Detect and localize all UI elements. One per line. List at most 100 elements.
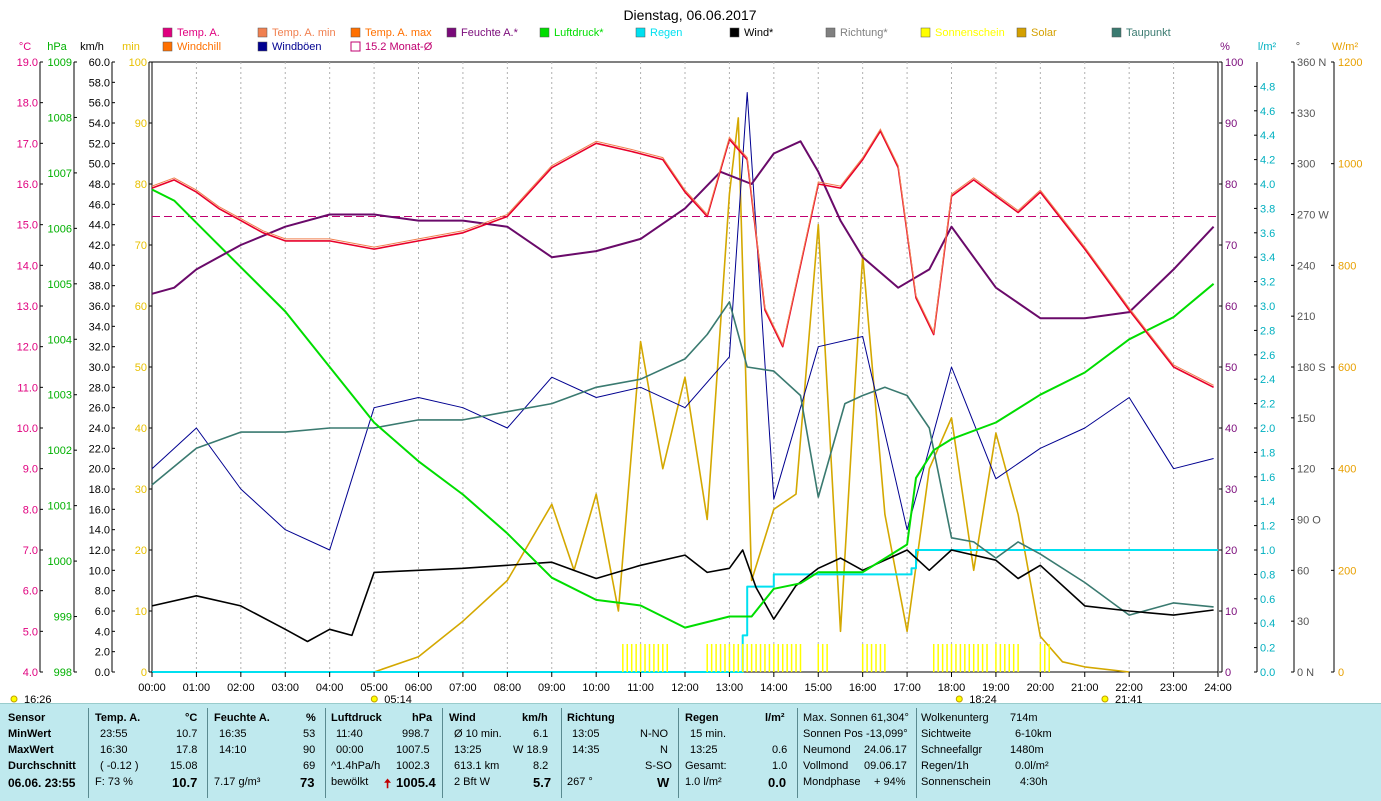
legend-swatch [257, 27, 268, 38]
legend-item: Temp. A. max [350, 27, 432, 39]
tick-label-humidity_pct: 30 [1225, 484, 1237, 496]
tick-label-rain_lm2: 1.8 [1260, 447, 1275, 459]
tick-label-humidity_pct: 10 [1225, 606, 1237, 618]
series-solar [152, 117, 1130, 673]
tick-label-wind_kmh: 58.0 [89, 77, 110, 89]
tick-label-wind_kmh: 34.0 [89, 321, 110, 333]
tick-label-direction_deg: 240 [1297, 260, 1315, 272]
chart-title: Dienstag, 06.06.2017 [623, 7, 756, 23]
legend-label: Sonnenschein [935, 27, 1005, 39]
time-marker-label: 16:26 [24, 694, 52, 703]
luftdruck-now-value: 1005.4 [396, 775, 436, 790]
weather-condition: bewölkt [331, 776, 369, 788]
regen-15min-label: 15 min. [690, 728, 727, 740]
legend-item: Taupunkt [1111, 27, 1171, 39]
feuchte-unit: % [306, 712, 316, 724]
tick-label-temp_c: 10.0 [17, 423, 38, 435]
legend-label: Feuchte A.* [461, 27, 519, 39]
legend-label: Windböen [272, 41, 322, 53]
temp-now-value: 10.7 [172, 775, 198, 790]
tick-label-humidity_pct: 20 [1225, 545, 1237, 557]
legend-label: Luftdruck* [554, 27, 604, 39]
x-tick-label: 17:00 [893, 682, 921, 694]
tick-label-temp_c: 14.0 [17, 260, 38, 272]
regen-max-value: 0.6 [772, 744, 788, 756]
tick-label-wind_kmh: 48.0 [89, 179, 110, 191]
legend-swatch [729, 27, 740, 38]
axis-title-wind_kmh: km/h [80, 41, 104, 53]
sun-position: Sonnen Pos -13,099° [803, 728, 908, 740]
luftdruck-trend: ^1.4hPa/h [331, 760, 381, 772]
visibility-value: 6-10km [1015, 728, 1052, 740]
new-moon-date: 24.06.17 [864, 744, 907, 756]
axis-title-direction_deg: ° [1296, 41, 1300, 53]
tick-label-pressure_hpa: 1001 [48, 501, 72, 513]
tick-label-rain_lm2: 4.4 [1260, 130, 1275, 142]
tick-label-pressure_hpa: 998 [54, 667, 72, 679]
time-marker-label: 21:41 [1115, 694, 1143, 703]
temp-avg-value: 15.08 [170, 760, 198, 772]
legend-swatch [825, 27, 836, 38]
richtung-degrees: 267 ° [567, 776, 593, 788]
legend-swatch [1111, 27, 1122, 38]
x-tick-label: 21:00 [1071, 682, 1099, 694]
full-moon-label: Vollmond [803, 760, 849, 772]
x-tick-label: 08:00 [494, 682, 522, 694]
tick-label-temp_c: 16.0 [17, 179, 38, 191]
tick-label-rain_lm2: 0.6 [1260, 594, 1275, 606]
tick-label-min: 100 [129, 57, 147, 69]
regen-total-label: Gesamt: [685, 760, 727, 772]
wind-max-value: W 18.9 [513, 744, 548, 756]
legend-item: Richtung* [825, 27, 888, 39]
temp-max-value: 17.8 [176, 744, 198, 756]
legend-item: Feuchte A.* [446, 27, 519, 39]
time-marker-label: 18:24 [969, 694, 997, 703]
tick-label-wind_kmh: 32.0 [89, 342, 110, 354]
wind-max-time: 13:25 [454, 744, 482, 756]
x-tick-label: 19:00 [982, 682, 1010, 694]
tick-label-wind_kmh: 50.0 [89, 159, 110, 171]
stats-panel: Sensor MinWert MaxWert Durchschnitt 06.0… [0, 703, 1381, 801]
legend-item: Regen [635, 27, 682, 39]
rain-per-hour-value: 0.0l/m² [1015, 760, 1049, 772]
row-min-label: MinWert [8, 728, 52, 740]
legend-label: Windchill [177, 41, 221, 53]
x-tick-label: 15:00 [804, 682, 832, 694]
tick-label-direction_deg: 60 [1297, 565, 1309, 577]
axis-title-min: min [122, 41, 140, 53]
tick-label-rain_lm2: 2.8 [1260, 325, 1275, 337]
tick-label-wind_kmh: 6.0 [95, 606, 110, 618]
wind-beaufort: 2 Bft W [454, 776, 491, 788]
richtung-header: Richtung [567, 712, 615, 724]
tick-label-rain_lm2: 0.8 [1260, 569, 1275, 581]
tick-label-solar_wm2: 1000 [1338, 159, 1362, 171]
series-luftdruck- [151, 188, 1215, 629]
tick-label-direction_deg: 90 O [1297, 515, 1321, 527]
axis-title-temp_c: °C [19, 41, 31, 53]
wind-distance: 613.1 km [454, 760, 500, 772]
feuchte-now-value: 73 [300, 775, 315, 790]
row-now-label: 06.06. 23:55 [8, 776, 76, 790]
legend-swatch [350, 41, 361, 52]
tick-label-rain_lm2: 0.4 [1260, 618, 1275, 630]
series-taupunkt [151, 301, 1214, 616]
tick-label-rain_lm2: 1.6 [1260, 472, 1275, 484]
tick-label-min: 90 [135, 118, 147, 130]
axis-title-pressure_hpa: hPa [47, 41, 67, 53]
tick-label-wind_kmh: 24.0 [89, 423, 110, 435]
tick-label-rain_lm2: 3.0 [1260, 301, 1275, 313]
legend-swatch [920, 27, 931, 38]
temp-header: Temp. A. [95, 712, 141, 724]
tick-label-wind_kmh: 10.0 [89, 565, 110, 577]
tick-label-humidity_pct: 40 [1225, 423, 1237, 435]
richtung-max-value: N [660, 744, 668, 756]
luftdruck-min-value: 998.7 [402, 728, 430, 740]
right-axes: 10090807060504030201004.84.64.44.24.03.8… [1219, 57, 1362, 679]
richtung-now-value: W [657, 775, 670, 790]
tick-label-rain_lm2: 4.8 [1260, 81, 1275, 93]
row-max-label: MaxWert [8, 744, 54, 756]
x-tick-label: 14:00 [760, 682, 788, 694]
tick-label-humidity_pct: 50 [1225, 362, 1237, 374]
wind-now-value: 5.7 [533, 775, 552, 790]
tick-label-wind_kmh: 52.0 [89, 138, 110, 150]
